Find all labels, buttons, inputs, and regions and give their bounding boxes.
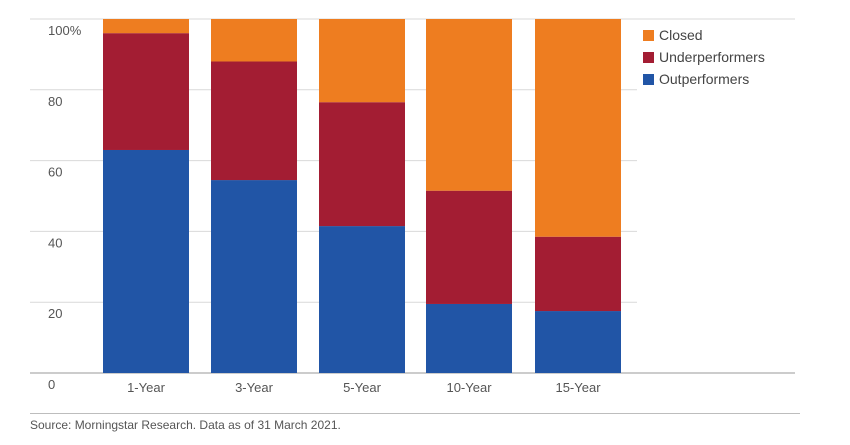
bar-segment xyxy=(535,19,621,237)
y-tick-label: 100% xyxy=(48,23,82,38)
source-divider xyxy=(30,413,800,414)
legend-panel xyxy=(637,20,795,360)
legend-label: Outperformers xyxy=(659,71,749,87)
legend-swatch xyxy=(643,52,654,63)
bar-segment xyxy=(211,61,297,181)
legend-label: Closed xyxy=(659,27,703,43)
x-tick-label: 10-Year xyxy=(446,380,492,395)
bar-segment xyxy=(211,180,297,373)
legend-label: Underperformers xyxy=(659,49,765,65)
x-tick-label: 5-Year xyxy=(343,380,381,395)
y-tick-label: 80 xyxy=(48,94,62,109)
x-tick-label: 1-Year xyxy=(127,380,165,395)
y-tick-label: 0 xyxy=(48,377,55,392)
bar-segment xyxy=(535,311,621,373)
bar-segment xyxy=(211,19,297,62)
bar-segment xyxy=(426,19,512,191)
x-tick-label: 3-Year xyxy=(235,380,273,395)
legend-swatch xyxy=(643,30,654,41)
bar-segment xyxy=(103,33,189,150)
bar-segment xyxy=(103,19,189,34)
x-tick-label: 15-Year xyxy=(555,380,601,395)
y-tick-label: 60 xyxy=(48,165,62,180)
bar-segment xyxy=(535,236,621,312)
bar-segment xyxy=(319,102,405,227)
legend-swatch xyxy=(643,74,654,85)
bar-segment xyxy=(426,303,512,373)
bar-segment xyxy=(319,19,405,103)
bar-segment xyxy=(103,149,189,373)
bar-segment xyxy=(319,226,405,373)
y-tick-label: 20 xyxy=(48,306,62,321)
y-tick-label: 40 xyxy=(48,235,62,250)
bar-segment xyxy=(426,190,512,304)
source-note: Source: Morningstar Research. Data as of… xyxy=(30,418,341,432)
